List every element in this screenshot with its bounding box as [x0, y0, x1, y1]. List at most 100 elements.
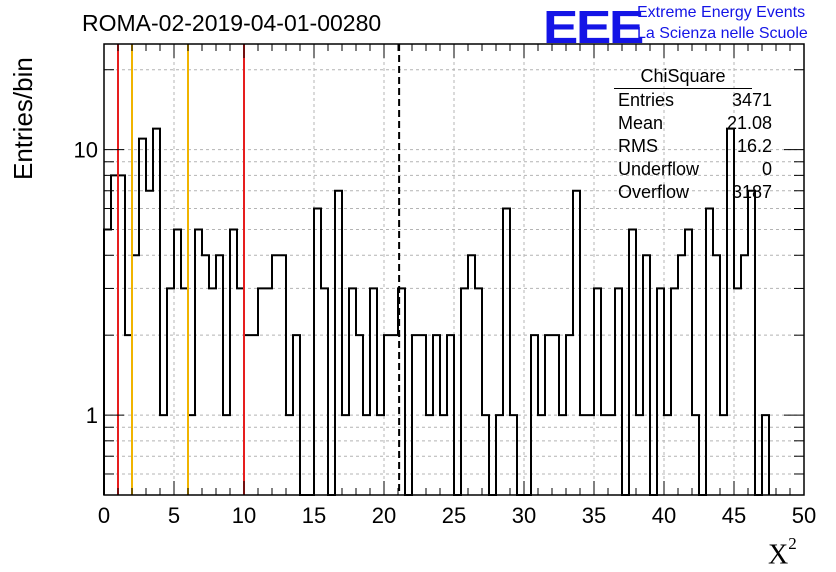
histogram-bin — [279, 255, 286, 495]
histogram-bin — [251, 335, 258, 495]
stats-key: Overflow — [618, 182, 690, 202]
x-tick-label: 30 — [512, 503, 536, 528]
histogram-bin — [496, 415, 503, 495]
x-tick-label: 10 — [232, 503, 256, 528]
stats-row-mean: Mean 21.08 — [612, 112, 776, 135]
histogram-bin — [461, 288, 468, 495]
histogram-bin — [237, 288, 244, 495]
histogram-bin — [643, 255, 650, 495]
histogram-bin — [104, 230, 111, 495]
histogram-bin — [566, 335, 573, 495]
histogram-bars — [103, 127, 770, 496]
stats-key: RMS — [618, 136, 658, 156]
histogram-bin — [678, 255, 685, 495]
histogram-bin — [321, 288, 328, 495]
x-tick-label: 0 — [98, 503, 110, 528]
y-tick-label: 10 — [74, 138, 98, 163]
histogram-bin — [482, 415, 489, 495]
x-tick-label: 40 — [652, 503, 676, 528]
histogram-bin — [720, 415, 727, 495]
brand-line-2: La Scienza nelle Scuole — [637, 25, 808, 42]
histogram-bin — [118, 175, 125, 495]
histogram-bin — [587, 415, 594, 495]
eee-logo: EEE — [543, 1, 644, 53]
histogram-bin — [762, 415, 769, 495]
histogram-bin — [265, 288, 272, 495]
histogram-bin — [692, 415, 699, 495]
histogram-bin — [657, 288, 664, 495]
histogram-bin — [412, 335, 419, 495]
histogram-bin — [356, 335, 363, 495]
histogram-bin — [335, 191, 342, 495]
stats-value: 16.2 — [736, 136, 772, 156]
histogram-bin — [258, 288, 265, 495]
histogram-bin — [125, 335, 132, 495]
stats-row-overflow: Overflow 3187 — [612, 181, 776, 204]
histogram-bin — [419, 335, 426, 495]
histogram-bin — [475, 288, 482, 495]
histogram-bin — [160, 415, 167, 495]
x-tick-label: 50 — [792, 503, 816, 528]
histogram-bin — [559, 415, 566, 495]
histogram-bin — [629, 230, 636, 495]
histogram-bin — [440, 415, 447, 495]
histogram-bin — [174, 230, 181, 495]
histogram-bin — [314, 209, 321, 495]
histogram-bin — [685, 230, 692, 495]
histogram-bin — [545, 335, 552, 495]
histogram-outline — [103, 127, 770, 496]
x-axis-label-base: X — [768, 539, 789, 571]
histogram-bin — [223, 415, 230, 495]
histogram-bin — [230, 230, 237, 495]
x-tick-label: 5 — [168, 503, 180, 528]
y-axis-label: Entries/bin — [8, 57, 38, 180]
histogram-bin — [748, 191, 755, 495]
histogram-bin — [447, 335, 454, 495]
histogram-bin — [181, 288, 188, 495]
stats-value: 3187 — [731, 182, 772, 202]
x-tick-label: 45 — [722, 503, 746, 528]
histogram-bin — [153, 129, 160, 495]
histogram-bin — [244, 335, 251, 495]
histogram-bin — [216, 255, 223, 495]
x-axis-label-superscript: 2 — [788, 534, 797, 553]
chart-title: ROMA-02-2019-04-01-00280 — [82, 10, 382, 36]
x-tick-label: 20 — [372, 503, 396, 528]
histogram-bin — [202, 255, 209, 495]
histogram-bin — [573, 191, 580, 495]
histogram-bin — [286, 415, 293, 495]
stats-row-entries: Entries 3471 — [612, 89, 776, 112]
histogram-bin — [195, 230, 202, 495]
histogram-bin — [363, 415, 370, 495]
histogram-bin — [531, 335, 538, 495]
reference-lines — [117, 44, 401, 495]
stats-value: 0 — [761, 159, 772, 179]
histogram-bin — [510, 415, 517, 495]
histogram-bin — [377, 415, 384, 495]
stats-row-underflow: Underflow 0 — [612, 158, 776, 181]
histogram-bin — [342, 415, 349, 495]
x-tick-label: 25 — [442, 503, 466, 528]
histogram-bin — [426, 415, 433, 495]
histogram-bin — [293, 335, 300, 495]
histogram-bin — [391, 335, 398, 495]
histogram-bin — [503, 209, 510, 495]
histogram-bin — [384, 335, 391, 495]
x-axis-label: X2 — [768, 534, 797, 571]
histogram-bin — [139, 139, 146, 495]
histogram-bin — [370, 288, 377, 495]
histogram-bin — [636, 415, 643, 495]
x-axis-ticks: 0 5 10 15 20 25 30 35 40 45 50 — [98, 44, 816, 528]
histogram-bin — [433, 335, 440, 495]
histogram-bin — [713, 255, 720, 495]
histogram-bin — [741, 255, 748, 495]
histogram-bin — [188, 415, 195, 495]
stats-value: 3471 — [731, 90, 772, 110]
histogram-bin — [664, 415, 671, 495]
stats-key: Entries — [618, 90, 675, 110]
histogram-bin — [167, 288, 174, 495]
y-tick-label: 1 — [86, 403, 98, 428]
histogram-bin — [580, 415, 587, 495]
y-axis-ticks: 1 10 — [74, 69, 804, 496]
histogram-bin — [468, 255, 475, 495]
